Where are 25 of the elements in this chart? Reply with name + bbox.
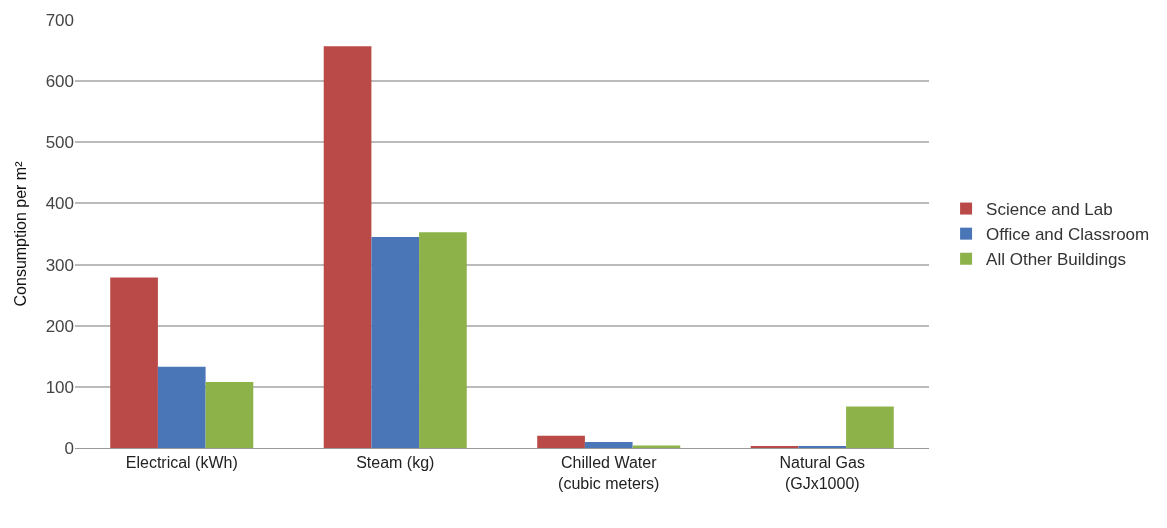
bar (537, 435, 585, 448)
y-tick-label: 600 (45, 72, 74, 92)
y-axis-title: Consumption per m² (11, 160, 29, 307)
bar (584, 441, 633, 448)
y-tick-label: 100 (45, 377, 74, 397)
bar (157, 366, 206, 448)
x-tick-label: Steam (kg) (356, 454, 435, 472)
bar (419, 232, 467, 448)
y-tick-label: 0 (64, 438, 74, 458)
legend-label: All Other Buildings (986, 250, 1126, 270)
y-tick-label: 300 (45, 255, 74, 275)
x-tick-label: Natural Gas (GJx1000) (779, 454, 865, 492)
legend-label: Office and Classroom (986, 225, 1150, 245)
y-tick-label: 400 (45, 194, 74, 214)
y-tick-label: 700 (45, 10, 74, 30)
bar (846, 406, 894, 448)
bar (371, 237, 420, 448)
x-tick-label: Chilled Water (cubic meters) (558, 454, 660, 492)
bar (110, 277, 158, 448)
y-tick-label: 200 (45, 316, 74, 336)
bar (323, 46, 372, 448)
bar (205, 381, 254, 448)
x-tick-label: Electrical (kWh) (125, 454, 238, 472)
y-tick-label: 500 (45, 133, 74, 153)
legend-label: Science and Lab (986, 200, 1113, 220)
